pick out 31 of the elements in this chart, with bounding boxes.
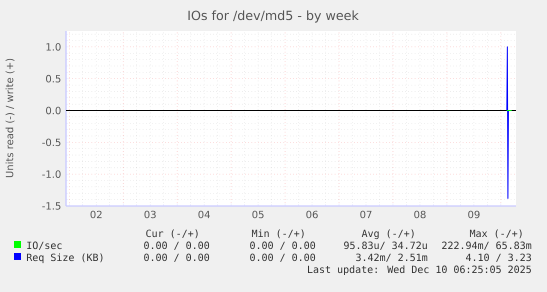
y-tick-label: 0.5: [46, 74, 60, 82]
text: 0.00 / 0.00: [144, 254, 210, 262]
legend-label: IO/sec: [27, 242, 62, 250]
y-tick-label: 1.0: [46, 43, 61, 51]
y-tick-label: -1.5: [42, 202, 60, 210]
y-tick-label: -1.0: [42, 170, 61, 178]
y-tick-label: -0.5: [42, 138, 60, 146]
x-tick-label: 06: [306, 210, 318, 218]
text: 0.00 / 0.00: [144, 242, 210, 250]
text: Cur (-/+): [146, 229, 198, 238]
text: 3.42m/ 2.51m: [356, 254, 428, 262]
x-tick-label: 09: [468, 210, 480, 218]
x-tick-label: 05: [252, 210, 264, 218]
x-tick-label: 03: [144, 210, 156, 218]
text: Max (-/+): [470, 229, 522, 238]
text: Min (-/+): [252, 229, 304, 238]
chart-title: IOs for /dev/md5 - by week: [188, 10, 359, 23]
text: Last update: Wed Dec 10 06:25:05 2025: [308, 265, 531, 276]
x-tick-label: 04: [198, 210, 210, 218]
x-tick-label: 07: [360, 210, 372, 218]
text: 4.10 / 3.23: [466, 254, 531, 262]
text: 0.00 / 0.00: [250, 254, 316, 262]
x-tick-label: 08: [414, 210, 426, 218]
x-tick-label: 02: [90, 210, 102, 218]
text: Avg (-/+): [362, 229, 414, 240]
legend-label: Req Size (KB): [26, 253, 102, 264]
text: 95.83u/ 34.72u: [344, 242, 427, 250]
y-tick-label: 0.0: [46, 106, 61, 114]
text: 222.94m/ 65.83m: [442, 242, 532, 250]
y-axis-title: Units read (-) / write (+): [6, 58, 14, 178]
text: 0.00 / 0.00: [250, 242, 316, 250]
